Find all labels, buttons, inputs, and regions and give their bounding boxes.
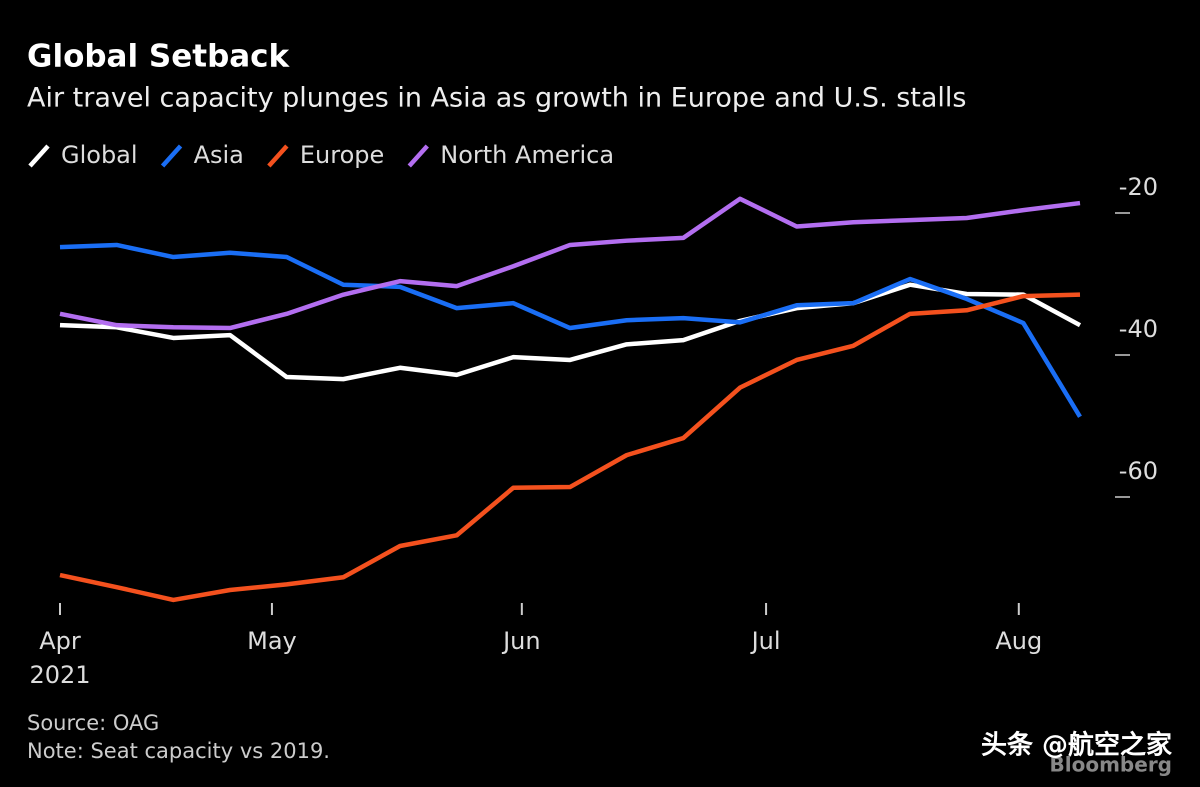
legend-label: Global bbox=[61, 141, 138, 169]
series-line bbox=[59, 282, 1082, 382]
series-line bbox=[59, 242, 1082, 418]
legend-swatch bbox=[160, 144, 183, 168]
source: Source: OAG bbox=[27, 711, 159, 735]
x-tick-label: Aug bbox=[995, 627, 1042, 655]
x-tick-label: Apr bbox=[39, 627, 81, 655]
note: Note: Seat capacity vs 2019. bbox=[27, 739, 330, 763]
y-tick-label: -20 bbox=[1119, 173, 1158, 201]
legend-label: North America bbox=[440, 141, 614, 169]
y-tick-label: -40 bbox=[1119, 315, 1158, 343]
series-line bbox=[59, 196, 1081, 331]
series-line bbox=[59, 292, 1081, 603]
watermark: 头条 @航空之家 bbox=[981, 730, 1172, 761]
x-tick-label: May bbox=[247, 627, 297, 655]
x-year-label: 2021 bbox=[29, 661, 90, 689]
brand: Bloomberg bbox=[1050, 753, 1172, 777]
legend-swatch bbox=[407, 144, 429, 168]
legend-swatch bbox=[28, 144, 50, 168]
legend-label: Asia bbox=[194, 141, 244, 169]
x-tick-label: Jul bbox=[750, 627, 781, 655]
chart-title: Global Setback bbox=[27, 39, 291, 75]
legend-swatch bbox=[267, 144, 289, 168]
y-tick-label: -60 bbox=[1119, 457, 1158, 485]
x-tick-label: Jun bbox=[501, 627, 541, 655]
chart-subtitle: Air travel capacity plunges in Asia as g… bbox=[27, 83, 967, 114]
legend-label: Europe bbox=[300, 141, 384, 169]
